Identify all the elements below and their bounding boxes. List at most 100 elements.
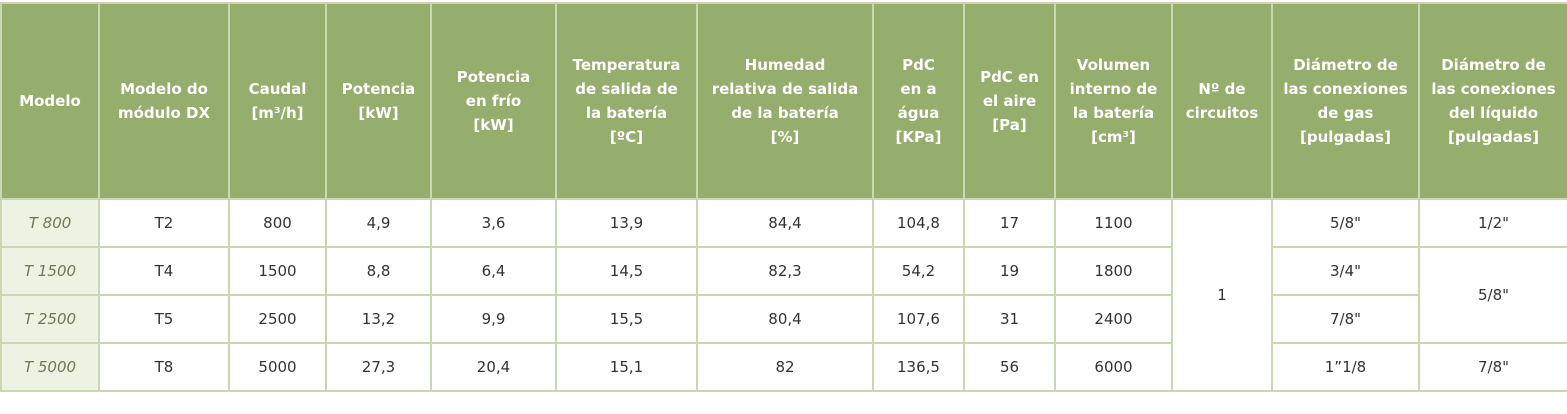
data-cell: 1500 <box>228 246 327 296</box>
header-line: del líquido <box>1448 104 1539 122</box>
spec-table: Modelo Modelo do módulo DX Caudal [m³/h] Pote… <box>0 2 1567 392</box>
data-cell: 13,2 <box>325 294 432 344</box>
header-line: Nº de <box>1198 80 1246 98</box>
data-cell: 14,5 <box>555 246 698 296</box>
table-row: T 1500 T4 1500 8,8 6,4 14,5 82,3 54,2 19 1800 3/4"… <box>0 246 1567 344</box>
data-cell: 9,9 <box>430 294 557 344</box>
data-cell: T8 <box>98 342 230 392</box>
header-line: las conexiones <box>1431 80 1556 98</box>
header-line: el aire <box>982 92 1037 110</box>
data-cell: 54,2 <box>872 246 965 296</box>
header-cell: Temperatura de salida de la batería [ºC] <box>555 2 698 200</box>
header-line: en a <box>900 80 937 98</box>
model-cell: T 800 <box>0 198 100 248</box>
model-cell: T 2500 <box>0 294 100 344</box>
header-cell: Diámetro de las conexiones de gas [pulgadas… <box>1271 2 1420 200</box>
header-line: Volumen <box>1076 56 1151 74</box>
data-cell: 8,8 <box>325 246 432 296</box>
data-cell: 6,4 <box>430 246 557 296</box>
data-cell: 84,4 <box>696 198 874 248</box>
header-line: Caudal <box>248 80 307 98</box>
header-line: [%] <box>770 128 800 146</box>
table-row: T 5000 T8 5000 27,3 20,4 15,1 82 136,5 56 6000 1”1… <box>0 342 1567 392</box>
header-line: Diámetro de <box>1441 56 1546 74</box>
data-cell: 5/8" <box>1271 198 1420 248</box>
data-cell: 1/2" <box>1418 198 1567 248</box>
header-line: interno de <box>1069 80 1158 98</box>
header-line: [KPa] <box>895 128 942 146</box>
header-line: la batería <box>1072 104 1155 122</box>
data-cell: 3,6 <box>430 198 557 248</box>
data-cell: 80,4 <box>696 294 874 344</box>
header-line: [m³/h] <box>251 104 304 122</box>
table-row: T 800 T2 800 4,9 3,6 13,9 84,4 104,8 17 1100 1 5/8"… <box>0 198 1567 392</box>
data-cell: 6000 <box>1054 342 1173 392</box>
header-line: Modelo do <box>120 80 208 98</box>
data-cell: 17 <box>963 198 1056 248</box>
header-line: [pulgadas] <box>1448 128 1539 146</box>
header-cell: Potencia [kW] <box>325 2 432 200</box>
data-cell: 1100 <box>1054 198 1173 248</box>
header-line: [ºC] <box>609 128 644 146</box>
header-row: Modelo Modelo do módulo DX Caudal [m³/h] Pote… <box>0 2 1567 200</box>
header-line: de salida de <box>575 80 678 98</box>
header-line: circuitos <box>1185 104 1259 122</box>
header-cell: Humedad relativa de salida de la batería [%… <box>696 2 874 200</box>
data-cell: 15,1 <box>555 342 698 392</box>
header-line: en frío <box>465 92 522 110</box>
data-cell: 107,6 <box>872 294 965 344</box>
data-cell: T4 <box>98 246 230 296</box>
data-cell: 82 <box>696 342 874 392</box>
header-cell: Modelo <box>0 2 100 200</box>
data-cell: 7/8" <box>1418 342 1567 392</box>
header-line: PdC <box>902 56 935 74</box>
header-line: Potencia <box>456 68 531 86</box>
data-cell: 2500 <box>228 294 327 344</box>
data-cell: 136,5 <box>872 342 965 392</box>
header-line: módulo DX <box>117 104 211 122</box>
header-line: [Pa] <box>992 116 1027 134</box>
header-line: Temperatura <box>572 56 681 74</box>
data-cell: 7/8" <box>1271 294 1420 344</box>
data-cell: 104,8 <box>872 198 965 248</box>
data-cell: T2 <box>98 198 230 248</box>
data-cell: 2400 <box>1054 294 1173 344</box>
header-line: las conexiones <box>1283 80 1408 98</box>
header-line: Potencia <box>341 80 416 98</box>
header-line: de gas <box>1317 104 1374 122</box>
data-cell: 1800 <box>1054 246 1173 296</box>
data-cell: 31 <box>963 294 1056 344</box>
data-cell: 27,3 <box>325 342 432 392</box>
header-line: PdC en <box>980 68 1039 86</box>
header-cell: PdC en a água [KPa] <box>872 2 965 200</box>
header-line: Modelo <box>19 92 81 110</box>
model-cell: T 1500 <box>0 246 100 296</box>
data-cell: 19 <box>963 246 1056 296</box>
data-cell: 5000 <box>228 342 327 392</box>
data-cell: 56 <box>963 342 1056 392</box>
model-cell: T 5000 <box>0 342 100 392</box>
header-line: Diámetro de <box>1293 56 1398 74</box>
data-cell: 15,5 <box>555 294 698 344</box>
header-cell: Diámetro de las conexiones del líquido [pul… <box>1418 2 1567 200</box>
header-cell: Nº de circuitos <box>1171 2 1273 200</box>
header-line: Humedad <box>744 56 826 74</box>
data-cell: 800 <box>228 198 327 248</box>
data-cell: 1 <box>1171 198 1273 392</box>
data-cell: 3/4" <box>1271 246 1420 296</box>
data-cell: 5/8" <box>1418 246 1567 344</box>
header-line: [kW] <box>358 104 399 122</box>
header-line: [pulgadas] <box>1300 128 1391 146</box>
header-line: [cm³] <box>1091 128 1136 146</box>
header-cell: Potencia en frío [kW] <box>430 2 557 200</box>
data-cell: 20,4 <box>430 342 557 392</box>
data-cell: 13,9 <box>555 198 698 248</box>
table-body: T 800 T2 800 4,9 3,6 13,9 84,4 104,8 17 1100 1 5/8"… <box>0 198 1567 392</box>
header-cell: Volumen interno de la batería [cm³] <box>1054 2 1173 200</box>
header-line: la batería <box>585 104 668 122</box>
data-cell: 82,3 <box>696 246 874 296</box>
header-line: relativa de salida <box>711 80 859 98</box>
header-line: água <box>897 104 940 122</box>
header-line: [kW] <box>473 116 514 134</box>
